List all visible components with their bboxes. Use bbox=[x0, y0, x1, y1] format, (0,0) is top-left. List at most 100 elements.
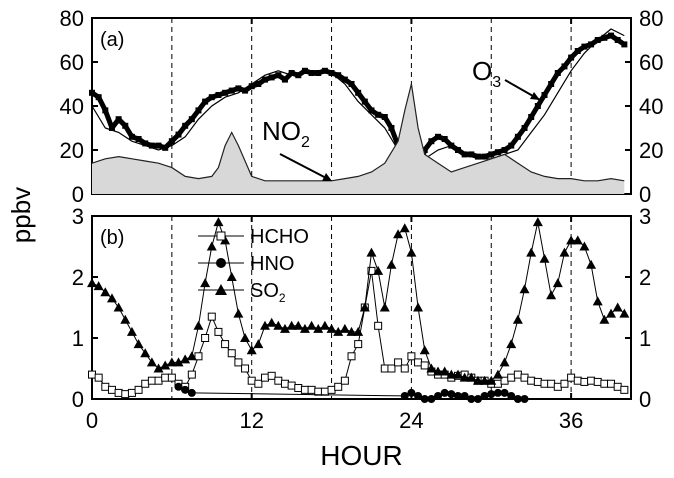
point-O3 bbox=[208, 94, 215, 101]
ytick-label-right: 1 bbox=[639, 326, 651, 351]
point-HNO bbox=[500, 388, 509, 397]
point-HCHO bbox=[141, 379, 150, 388]
point-O3 bbox=[242, 87, 249, 94]
point-O3 bbox=[528, 114, 535, 120]
point-HCHO bbox=[527, 376, 536, 385]
point-SO2 bbox=[106, 293, 117, 303]
point-O3 bbox=[521, 125, 528, 131]
point-O3 bbox=[188, 116, 195, 123]
point-SO2 bbox=[153, 363, 164, 373]
point-HNO bbox=[427, 395, 436, 403]
ytick-label-right: 60 bbox=[639, 50, 663, 75]
point-O3 bbox=[534, 103, 541, 109]
point-O3 bbox=[494, 149, 501, 156]
point-HNO bbox=[453, 391, 462, 400]
point-O3 bbox=[561, 63, 568, 70]
point-SO2 bbox=[273, 320, 284, 330]
point-HCHO bbox=[414, 358, 423, 367]
point-O3 bbox=[348, 81, 355, 87]
point-SO2 bbox=[353, 326, 364, 336]
point-HCHO bbox=[613, 382, 622, 391]
arrow-NO2 bbox=[279, 153, 331, 181]
point-HNO bbox=[434, 391, 443, 400]
point-HCHO bbox=[327, 385, 336, 394]
point-O3 bbox=[581, 43, 588, 50]
point-SO2 bbox=[126, 326, 137, 336]
point-SO2 bbox=[240, 333, 251, 342]
legend-marker-HCHO bbox=[216, 231, 226, 241]
panel-0: 0 0 20 20 40 40 60 60 80 80 (a) bbox=[60, 6, 664, 207]
point-SO2 bbox=[532, 217, 543, 227]
point-SO2 bbox=[539, 253, 550, 263]
ytick-label-right: 40 bbox=[639, 94, 663, 119]
point-HCHO bbox=[367, 266, 376, 275]
point-HNO bbox=[187, 388, 196, 397]
point-HCHO bbox=[307, 385, 316, 394]
point-SO2 bbox=[193, 320, 204, 330]
point-SO2 bbox=[253, 339, 264, 349]
xtick-label: 24 bbox=[399, 408, 423, 433]
point-HNO bbox=[513, 395, 522, 403]
point-HCHO bbox=[121, 390, 130, 399]
point-SO2 bbox=[566, 235, 577, 245]
point-HCHO bbox=[320, 387, 329, 396]
ytick-label-right: 3 bbox=[639, 204, 651, 229]
point-HCHO bbox=[607, 379, 616, 388]
point-O3 bbox=[568, 54, 575, 61]
point-SO2 bbox=[406, 247, 417, 257]
point-O3 bbox=[621, 41, 628, 48]
point-HNO bbox=[447, 390, 456, 399]
point-HNO bbox=[507, 391, 516, 400]
point-O3 bbox=[541, 92, 548, 98]
ytick-label-left: 0 bbox=[72, 387, 84, 412]
point-O3 bbox=[262, 76, 269, 83]
point-O3 bbox=[375, 111, 382, 118]
point-HCHO bbox=[88, 370, 96, 379]
point-O3 bbox=[315, 70, 322, 76]
point-O3 bbox=[355, 89, 362, 96]
point-SO2 bbox=[299, 323, 310, 333]
point-O3 bbox=[474, 153, 481, 160]
point-O3 bbox=[388, 125, 395, 131]
point-HCHO bbox=[354, 340, 363, 349]
point-HCHO bbox=[553, 382, 562, 391]
point-HCHO bbox=[394, 358, 403, 367]
point-O3 bbox=[614, 37, 621, 43]
annotation-O3: O3 bbox=[472, 56, 501, 91]
point-HNO bbox=[174, 382, 183, 391]
point-HCHO bbox=[254, 379, 263, 388]
y-axis-label: ppbv bbox=[6, 187, 36, 243]
point-O3 bbox=[248, 83, 255, 90]
series-line-NO2 bbox=[91, 83, 625, 182]
point-O3 bbox=[155, 142, 162, 149]
point-O3 bbox=[308, 70, 315, 76]
point-SO2 bbox=[526, 247, 537, 257]
point-HNO bbox=[520, 395, 529, 403]
point-HNO bbox=[414, 391, 423, 400]
point-SO2 bbox=[180, 354, 191, 364]
point-HCHO bbox=[507, 373, 516, 382]
ytick-label-left: 0 bbox=[72, 182, 84, 207]
point-O3 bbox=[574, 48, 581, 54]
point-SO2 bbox=[519, 284, 530, 294]
point-SO2 bbox=[606, 308, 617, 318]
ytick-label-left: 3 bbox=[72, 204, 84, 229]
x-axis-label: HOUR bbox=[320, 440, 402, 471]
point-O3 bbox=[441, 136, 448, 142]
point-SO2 bbox=[499, 357, 510, 367]
point-O3 bbox=[508, 142, 515, 149]
point-O3 bbox=[215, 92, 222, 98]
point-SO2 bbox=[492, 369, 503, 379]
point-SO2 bbox=[512, 314, 523, 324]
point-O3 bbox=[435, 133, 442, 140]
point-SO2 bbox=[599, 314, 610, 324]
point-HCHO bbox=[520, 373, 529, 382]
point-HCHO bbox=[287, 381, 296, 390]
point-HNO bbox=[467, 395, 476, 403]
point-SO2 bbox=[366, 247, 377, 257]
point-SO2 bbox=[452, 369, 463, 379]
point-O3 bbox=[275, 72, 282, 79]
point-HCHO bbox=[567, 373, 576, 382]
point-O3 bbox=[235, 85, 242, 92]
arrowhead-O3 bbox=[530, 92, 540, 100]
